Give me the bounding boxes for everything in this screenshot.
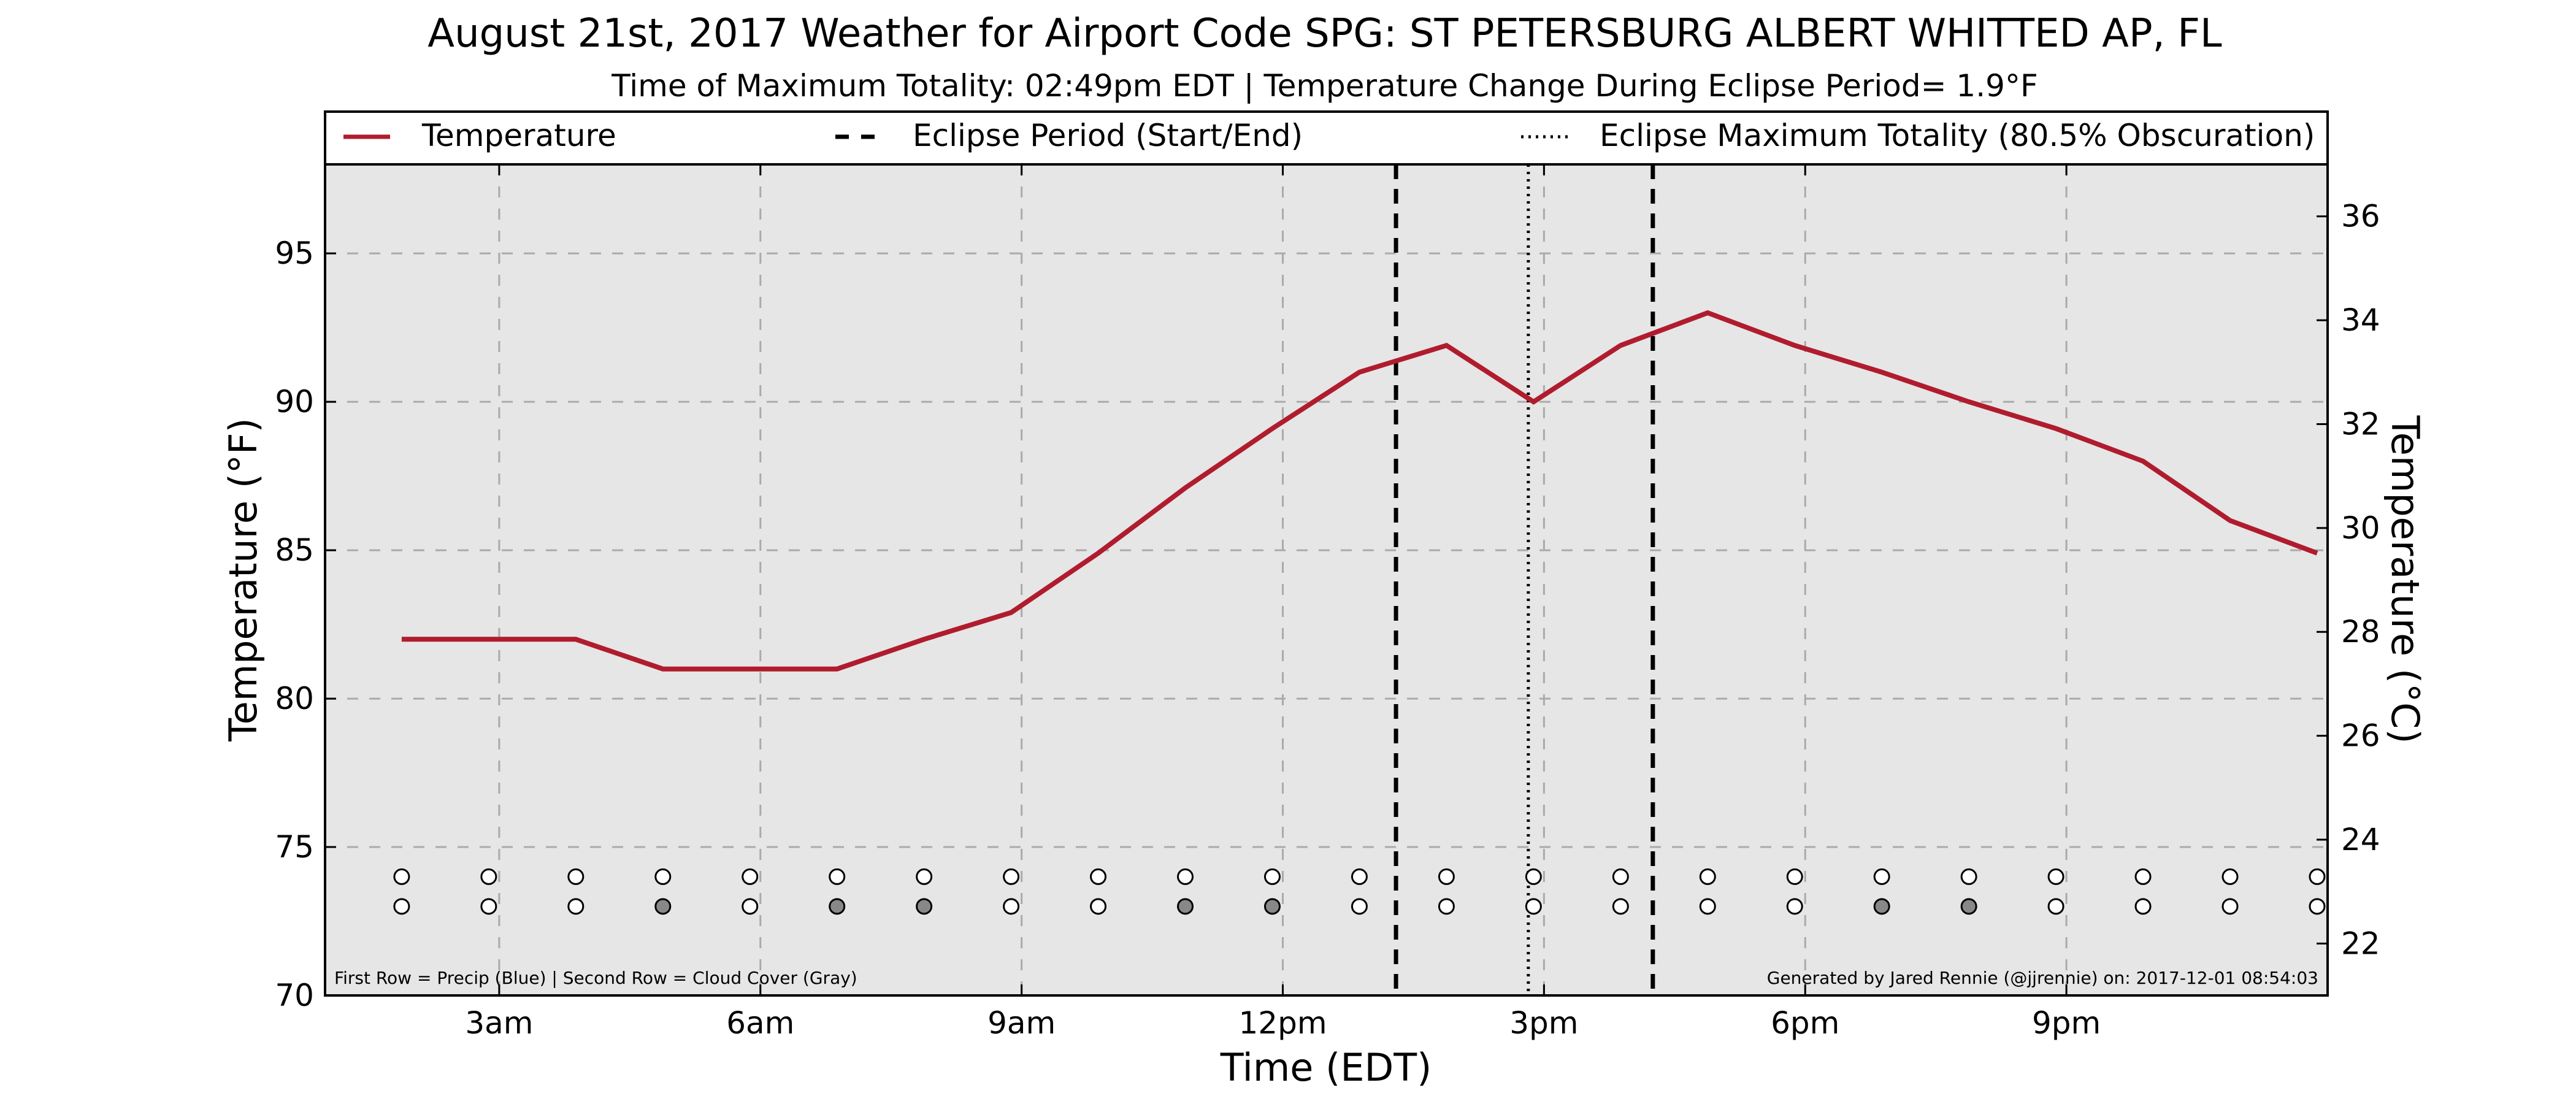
- x-tick-label: 9am: [987, 1005, 1056, 1041]
- precip-marker: [1612, 868, 1629, 885]
- cloud-marker: [1786, 898, 1803, 915]
- y-tick-label-left: 80: [275, 681, 314, 716]
- precip-marker: [1003, 868, 1020, 885]
- y-tick-label-right: 32: [2341, 406, 2380, 442]
- y-axis-left-ticks: 70 75 80 85 90 95: [275, 236, 336, 1013]
- y-axis-left-label: Temperature (°F): [221, 418, 266, 742]
- precip-marker: [2047, 868, 2064, 885]
- cloud-marker: [1351, 898, 1368, 915]
- y-tick-label-left: 90: [275, 384, 314, 420]
- cloud-marker: [2309, 898, 2326, 915]
- precip-marker: [1351, 868, 1368, 885]
- precip-marker: [2309, 868, 2326, 885]
- cloud-marker: [2134, 898, 2152, 915]
- legend-box: [324, 110, 2329, 166]
- y-axis-right-ticks: 22 24 26 28 30 32 34 36: [2317, 199, 2380, 961]
- cloud-marker: [1003, 898, 1020, 915]
- y-tick-label-right: 26: [2341, 718, 2380, 754]
- y-tick-label-right: 30: [2341, 510, 2380, 546]
- y-tick-label-right: 36: [2341, 199, 2380, 234]
- precip-marker: [1873, 868, 1890, 885]
- cloud-marker: [567, 898, 585, 915]
- y-tick-label-left: 95: [275, 236, 314, 271]
- precip-marker: [1177, 868, 1194, 885]
- precip-marker: [1960, 868, 1977, 885]
- precip-marker: [1525, 868, 1542, 885]
- cloud-marker: [742, 898, 759, 915]
- cloud-marker: [1090, 898, 1107, 915]
- cloud-marker: [1612, 898, 1629, 915]
- precip-marker: [1786, 868, 1803, 885]
- legend-label-temperature: Temperature: [421, 118, 616, 153]
- precip-marker: [567, 868, 585, 885]
- cloud-marker: [2221, 898, 2239, 915]
- cloud-marker: [480, 898, 497, 915]
- cloud-marker: [829, 898, 846, 915]
- temperature-series: [401, 310, 2318, 672]
- y-tick-label-left: 70: [275, 978, 314, 1013]
- precip-marker: [1699, 868, 1716, 885]
- grid: [325, 164, 2328, 995]
- cloud-marker: [1525, 898, 1542, 915]
- footnote-left: First Row = Precip (Blue) | Second Row =…: [334, 968, 857, 988]
- precip-marker: [654, 868, 672, 885]
- cloud-marker: [1263, 898, 1281, 915]
- x-tick-label: 3am: [465, 1005, 533, 1041]
- eclipse-lines: [1393, 164, 1655, 995]
- x-axis-label: Time (EDT): [1220, 1045, 1432, 1090]
- chart-subtitle: Time of Maximum Totality: 02:49pm EDT | …: [611, 68, 2037, 104]
- chart-title: August 21st, 2017 Weather for Airport Co…: [427, 11, 2222, 56]
- cloud-marker: [654, 898, 672, 915]
- precip-marker: [1438, 868, 1455, 885]
- cloud-marker: [1699, 898, 1716, 915]
- y-tick-label-right: 24: [2341, 822, 2380, 857]
- y-axis-right-label: Temperature (°C): [2383, 415, 2428, 743]
- x-tick-label: 9pm: [2032, 1005, 2101, 1041]
- precip-marker: [2134, 868, 2152, 885]
- x-tick-label: 3pm: [1509, 1005, 1578, 1041]
- cloud-marker: [1438, 898, 1455, 915]
- plot-area: [325, 164, 2328, 995]
- precip-marker: [1263, 868, 1281, 885]
- precip-marker: [393, 868, 410, 885]
- y-tick-label-right: 34: [2341, 302, 2380, 338]
- footnote-right: Generated by Jared Rennie (@jjrennie) on…: [1767, 968, 2318, 988]
- precip-marker: [480, 868, 497, 885]
- legend-label-eclipse-period: Eclipse Period (Start/End): [913, 118, 1303, 153]
- precip-marker: [742, 868, 759, 885]
- cloud-marker: [1960, 898, 1977, 915]
- cloud-marker: [393, 898, 410, 915]
- legend: Temperature Eclipse Period (Start/End) E…: [324, 110, 2329, 166]
- precip-marker: [916, 868, 933, 885]
- x-axis-ticks: 3am 6am 9am 12pm 3pm 6pm 9pm: [465, 164, 2101, 1041]
- x-tick-label: 12pm: [1238, 1005, 1327, 1041]
- cloud-marker: [916, 898, 933, 915]
- x-tick-label: 6pm: [1771, 1005, 1839, 1041]
- y-tick-label-right: 22: [2341, 926, 2380, 961]
- y-tick-label-right: 28: [2341, 614, 2380, 650]
- cloud-marker: [1873, 898, 1890, 915]
- temperature-line: [401, 310, 2318, 672]
- x-tick-label: 6am: [726, 1005, 794, 1041]
- y-tick-label-left: 85: [275, 532, 314, 568]
- cloud-marker: [2047, 898, 2064, 915]
- y-tick-label-left: 75: [275, 829, 314, 865]
- precip-marker: [2221, 868, 2239, 885]
- cloud-marker: [1177, 898, 1194, 915]
- legend-label-eclipse-max: Eclipse Maximum Totality (80.5% Obscurat…: [1600, 118, 2315, 153]
- marker-rows: [393, 868, 2326, 915]
- precip-marker: [829, 868, 846, 885]
- precip-marker: [1090, 868, 1107, 885]
